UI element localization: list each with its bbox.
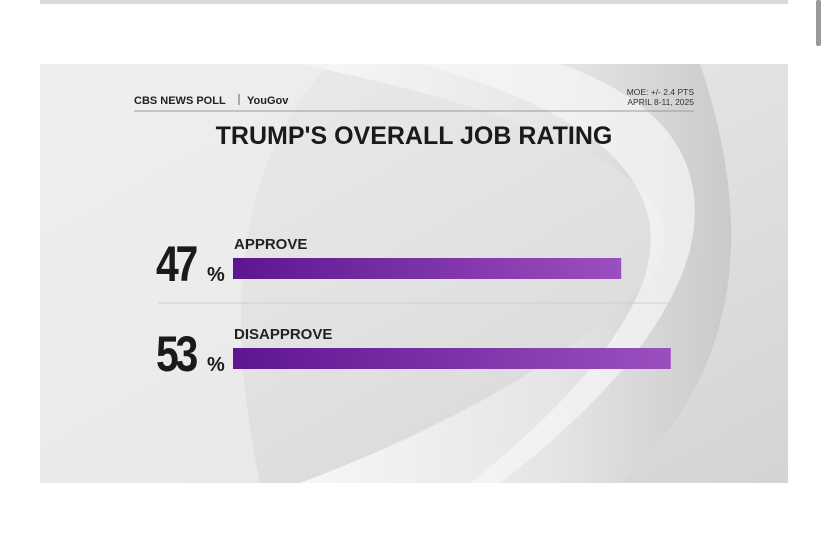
- value-label: 53: [156, 326, 197, 382]
- category-label: APPROVE: [234, 236, 307, 253]
- chart-image: [40, 64, 788, 483]
- value-suffix: %: [207, 354, 225, 376]
- brand: CBS NEWS POLL: [134, 95, 226, 107]
- chart: CBS NEWS POLL YouGov MOE: +/- 2.4 PTS AP…: [134, 87, 694, 382]
- dates: APRIL 8-11, 2025: [627, 97, 694, 107]
- moe: MOE: +/- 2.4 PTS: [627, 87, 695, 97]
- scrollbar[interactable]: [816, 0, 821, 46]
- category-label: DISAPPROVE: [234, 326, 332, 343]
- value-suffix: %: [207, 264, 225, 286]
- chart-title: TRUMP'S OVERALL JOB RATING: [216, 122, 613, 150]
- value-label: 47: [156, 236, 197, 292]
- partner: YouGov: [247, 95, 289, 107]
- previous-image-edge: [40, 0, 788, 4]
- bar: [233, 258, 622, 279]
- bar: [233, 348, 671, 369]
